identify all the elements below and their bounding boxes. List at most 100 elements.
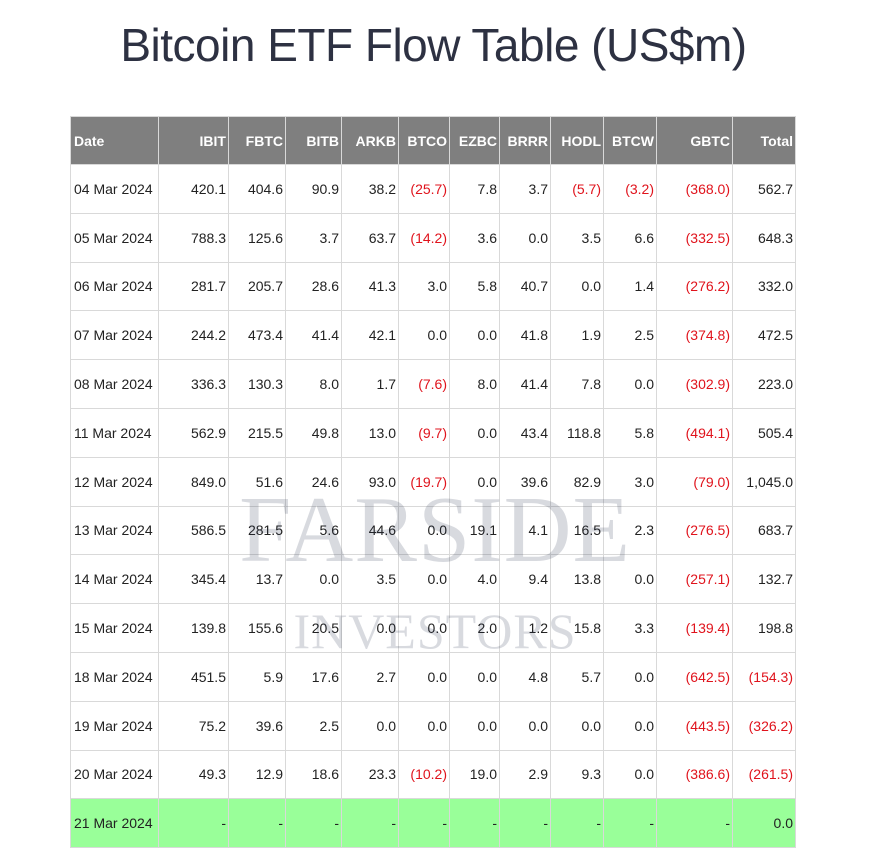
table-row: 04 Mar 2024 420.1 404.6 90.9 38.2 (25.7) 7.8 3.… [70, 164, 796, 214]
cell-ezbc: 8.0 [449, 359, 500, 409]
column-header-ezbc: EZBC [449, 116, 500, 165]
cell-ibit: 281.7 [158, 261, 229, 312]
cell-btco: (19.7) [398, 456, 450, 507]
cell-ezbc: - [449, 798, 500, 849]
cell-ezbc: 3.6 [449, 212, 500, 263]
cell-brrr: - [499, 798, 551, 849]
cell-ibit: 336.3 [158, 359, 229, 409]
cell-ezbc: 0.0 [449, 310, 500, 361]
table-row: 12 Mar 2024 849.0 51.6 24.6 93.0 (19.7) 0.0 39.… [70, 456, 796, 507]
cell-brrr: 41.4 [499, 359, 551, 409]
cell-total: 0.0 [732, 798, 796, 849]
cell-ezbc: 2.0 [449, 603, 500, 653]
table-row: 14 Mar 2024 345.4 13.7 0.0 3.5 0.0 4.0 9.4 13.8 0… [70, 554, 796, 605]
cell-gbtc: (368.0) [656, 164, 733, 214]
cell-ibit: 345.4 [158, 554, 229, 605]
cell-btco: 0.0 [398, 505, 450, 556]
cell-fbtc: 205.7 [228, 261, 286, 312]
column-header-gbtc: GBTC [656, 116, 733, 165]
cell-bitb: 24.6 [285, 456, 342, 507]
cell-ibit: 244.2 [158, 310, 229, 361]
cell-bitb: 18.6 [285, 749, 342, 800]
cell-ibit: 139.8 [158, 603, 229, 653]
cell-ibit: 451.5 [158, 651, 229, 702]
date-cell: 12 Mar 2024 [70, 456, 159, 507]
cell-fbtc: 281.5 [228, 505, 286, 556]
cell-btcw: 6.6 [603, 212, 657, 263]
date-cell: 21 Mar 2024 [70, 798, 159, 849]
cell-btcw: 5.8 [603, 407, 657, 458]
cell-brrr: 3.7 [499, 164, 551, 214]
cell-btcw: 3.0 [603, 456, 657, 507]
cell-brrr: 4.1 [499, 505, 551, 556]
cell-bitb: 17.6 [285, 651, 342, 702]
table-row: 21 Mar 2024- - - - - - - - - -0.0 [70, 798, 796, 849]
date-cell: 15 Mar 2024 [70, 603, 159, 653]
cell-brrr: 39.6 [499, 456, 551, 507]
cell-fbtc: 473.4 [228, 310, 286, 361]
cell-bitb: 3.7 [285, 212, 342, 263]
cell-fbtc: 404.6 [228, 164, 286, 214]
cell-ibit: 75.2 [158, 700, 229, 751]
cell-gbtc: (276.5) [656, 505, 733, 556]
cell-hodl: 118.8 [550, 407, 604, 458]
cell-bitb: 5.6 [285, 505, 342, 556]
cell-ibit: 586.5 [158, 505, 229, 556]
column-header-arkb: ARKB [341, 116, 399, 165]
cell-gbtc: (332.5) [656, 212, 733, 263]
cell-hodl: 7.8 [550, 359, 604, 409]
cell-btcw: 0.0 [603, 651, 657, 702]
cell-ezbc: 0.0 [449, 407, 500, 458]
cell-total: 562.7 [732, 164, 796, 214]
cell-hodl: - [550, 798, 604, 849]
cell-arkb: 63.7 [341, 212, 399, 263]
cell-bitb: - [285, 798, 342, 849]
cell-total: 648.3 [732, 212, 796, 263]
cell-arkb: 93.0 [341, 456, 399, 507]
etf-flow-table: Date IBIT FBTC BITB ARKB BTCO EZBC BRRR HODL BTCW… [70, 116, 796, 849]
cell-gbtc: (257.1) [656, 554, 733, 605]
cell-fbtc: 5.9 [228, 651, 286, 702]
cell-gbtc: - [656, 798, 733, 849]
column-header-hodl: HODL [550, 116, 604, 165]
cell-arkb: 41.3 [341, 261, 399, 312]
table-row: 11 Mar 2024 562.9 215.5 49.8 13.0 (9.7) 0.0 43.… [70, 407, 796, 458]
cell-arkb: 2.7 [341, 651, 399, 702]
cell-arkb: 38.2 [341, 164, 399, 214]
cell-bitb: 49.8 [285, 407, 342, 458]
cell-btco: 3.0 [398, 261, 450, 312]
cell-btco: (10.2) [398, 749, 450, 800]
cell-ibit: 849.0 [158, 456, 229, 507]
cell-ezbc: 7.8 [449, 164, 500, 214]
cell-brrr: 0.0 [499, 700, 551, 751]
cell-btco: (9.7) [398, 407, 450, 458]
cell-btcw: 0.0 [603, 359, 657, 409]
cell-fbtc: 12.9 [228, 749, 286, 800]
cell-total: 223.0 [732, 359, 796, 409]
cell-btco: (14.2) [398, 212, 450, 263]
cell-ezbc: 0.0 [449, 700, 500, 751]
cell-brrr: 40.7 [499, 261, 551, 312]
cell-gbtc: (139.4) [656, 603, 733, 653]
column-header-brrr: BRRR [499, 116, 551, 165]
cell-total: 505.4 [732, 407, 796, 458]
cell-arkb: 0.0 [341, 700, 399, 751]
cell-total: 472.5 [732, 310, 796, 361]
cell-bitb: 2.5 [285, 700, 342, 751]
column-header-date: Date [70, 116, 159, 165]
cell-fbtc: 13.7 [228, 554, 286, 605]
cell-hodl: (5.7) [550, 164, 604, 214]
cell-bitb: 20.5 [285, 603, 342, 653]
cell-hodl: 9.3 [550, 749, 604, 800]
cell-bitb: 41.4 [285, 310, 342, 361]
cell-gbtc: (386.6) [656, 749, 733, 800]
table-row: 06 Mar 2024 281.7 205.7 28.6 41.3 3.0 5.8 40.7 0… [70, 261, 796, 312]
date-cell: 06 Mar 2024 [70, 261, 159, 312]
cell-hodl: 5.7 [550, 651, 604, 702]
table-row: 07 Mar 2024 244.2 473.4 41.4 42.1 0.0 0.0 41.8 1… [70, 310, 796, 361]
cell-total: (154.3) [732, 651, 796, 702]
table-row: 18 Mar 2024 451.5 5.9 17.6 2.7 0.0 0.0 4.8 5.7 0.… [70, 651, 796, 702]
cell-ibit: - [158, 798, 229, 849]
cell-brrr: 2.9 [499, 749, 551, 800]
cell-fbtc: 39.6 [228, 700, 286, 751]
